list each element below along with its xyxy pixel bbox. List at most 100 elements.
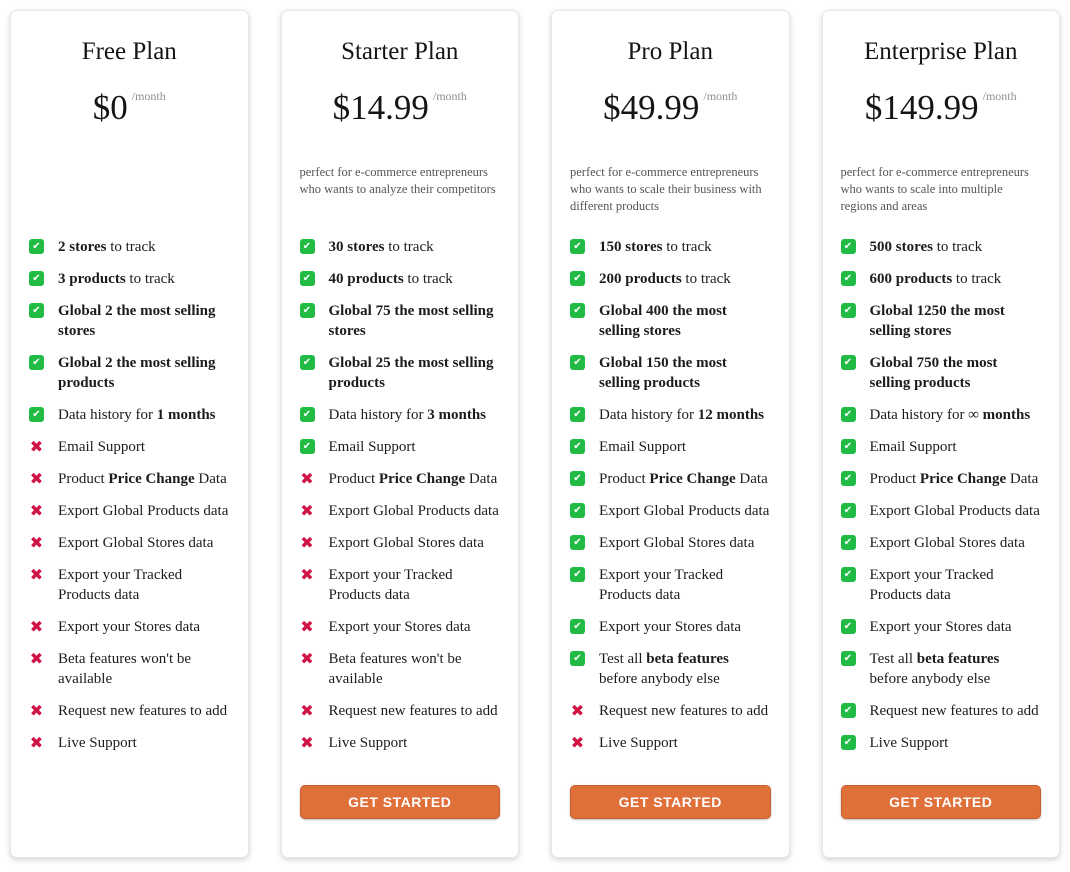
check-icon: ✔ (29, 239, 44, 254)
plan-price: $49.99 (603, 88, 700, 127)
plan-title: Starter Plan (341, 38, 459, 65)
plan-title: Pro Plan (627, 38, 713, 65)
check-icon: ✔ (840, 239, 856, 254)
check-icon: ✔ (570, 239, 585, 254)
cross-icon: ✖ (570, 701, 585, 720)
feature-text: Email Support (328, 439, 416, 455)
check-icon: ✔ (29, 407, 44, 422)
feature-item: ✖ Export Global Stores data (300, 533, 501, 553)
feature-item: ✔ Test all beta features before anybody e… (840, 649, 1042, 689)
feature-item: ✔ Data history for 3 months (299, 405, 501, 425)
check-icon: ✔ (570, 471, 585, 486)
check-icon: ✔ (840, 651, 856, 666)
feature-text: Live Support (328, 735, 408, 751)
feature-item: ✖ Export your Tracked Products data (300, 565, 501, 605)
check-icon: ✔ (840, 407, 856, 422)
cross-icon: ✖ (300, 733, 314, 752)
feature-item: ✔ 30 stores to track (299, 237, 501, 257)
cross-icon: ✖ (570, 733, 585, 752)
feature-text: Live Support (869, 735, 949, 751)
feature-text: Export your Tracked Products data (599, 567, 724, 603)
feature-item: ✖ Live Support (570, 733, 771, 753)
feature-item: ✖ Beta features won't be available (29, 649, 230, 689)
feature-text: Test all beta features before anybody el… (599, 651, 729, 687)
check-icon: ✔ (299, 303, 315, 318)
feature-text: Request new features to add (58, 703, 228, 719)
plan-price: $149.99 (864, 88, 979, 127)
feature-item: ✔ Global 750 the most selling products (840, 353, 1042, 393)
cross-icon: ✖ (300, 565, 314, 584)
feature-text: Global 750 the most selling products (869, 355, 998, 391)
check-icon: ✔ (840, 355, 856, 370)
feature-item: ✖ Request new features to add (570, 701, 771, 721)
feature-text: 200 products to track (599, 271, 731, 287)
feature-text: Data history for 1 months (58, 407, 216, 423)
cross-icon: ✖ (300, 617, 314, 636)
check-icon: ✔ (570, 535, 585, 550)
feature-item: ✔ 600 products to track (840, 269, 1042, 289)
plan-description: perfect for e-commerce entrepreneurs who… (299, 165, 496, 196)
feature-item: ✖ Export Global Products data (29, 501, 230, 521)
pricing-card: Enterprise Plan $149.99/month perfect fo… (821, 10, 1060, 858)
feature-text: Global 2 the most selling products (58, 355, 216, 391)
feature-item: ✔ Export Global Products data (570, 501, 771, 521)
feature-text: 500 stores to track (869, 239, 983, 255)
plan-price-line: $49.99/month (570, 88, 771, 132)
get-started-button[interactable]: GET STARTED (840, 785, 1041, 819)
feature-item: ✔ 500 stores to track (840, 237, 1042, 257)
feature-text: Data history for 12 months (599, 407, 764, 423)
check-icon: ✔ (570, 303, 585, 318)
check-icon: ✔ (570, 355, 585, 370)
feature-text: Export Global Stores data (599, 535, 755, 551)
check-icon: ✔ (840, 567, 856, 582)
feature-item: ✔ Global 1250 the most selling stores (840, 301, 1042, 341)
check-icon: ✔ (570, 439, 585, 454)
feature-text: Beta features won't be available (328, 651, 462, 687)
get-started-button[interactable]: GET STARTED (570, 785, 771, 819)
feature-text: Test all beta features before anybody el… (869, 651, 1000, 687)
feature-text: Email Support (58, 439, 146, 455)
cta-container: GET STARTED (570, 785, 771, 857)
get-started-button[interactable]: GET STARTED (299, 785, 500, 819)
feature-list: ✔ 150 stores to track ✔ 200 products to tra… (570, 237, 771, 765)
check-icon: ✔ (570, 407, 585, 422)
feature-item: ✔ Data history for ∞ months (840, 405, 1042, 425)
cross-icon: ✖ (300, 469, 314, 488)
feature-item: ✔ Global 25 the most selling products (299, 353, 501, 393)
feature-item: ✖ Request new features to add (300, 701, 501, 721)
pricing-card: Pro Plan $49.99/month perfect for e-comm… (551, 10, 790, 858)
feature-item: ✔ Export your Tracked Products data (840, 565, 1042, 605)
check-icon: ✔ (570, 271, 585, 286)
feature-text: Export Global Products data (58, 503, 229, 519)
feature-text: Product Price Change Data (328, 471, 498, 487)
feature-list: ✔ 30 stores to track ✔ 40 products to track… (299, 237, 501, 765)
feature-item: ✖ Product Price Change Data (29, 469, 230, 489)
feature-text: Export your Stores data (58, 619, 201, 635)
feature-text: Request new features to add (328, 703, 498, 719)
feature-item: ✔ Request new features to add (840, 701, 1042, 721)
check-icon: ✔ (840, 503, 856, 518)
plan-price-line: $14.99/month (300, 88, 501, 132)
check-icon: ✔ (29, 355, 44, 370)
pricing-card: Starter Plan $14.99/month perfect for e-… (280, 10, 519, 858)
feature-item: ✖ Export your Stores data (300, 617, 501, 637)
plan-price-line: $0/month (29, 88, 230, 132)
feature-item: ✖ Live Support (29, 733, 230, 753)
feature-item: ✔ 150 stores to track (570, 237, 771, 257)
feature-item: ✔ Product Price Change Data (570, 469, 771, 489)
feature-text: 3 products to track (58, 271, 175, 287)
feature-text: Export Global Products data (599, 503, 770, 519)
plan-header: Enterprise Plan $149.99/month perfect fo… (841, 11, 1042, 237)
feature-text: Export Global Stores data (58, 535, 214, 551)
feature-item: ✖ Export Global Stores data (29, 533, 230, 553)
feature-item: ✔ Export your Tracked Products data (570, 565, 771, 605)
check-icon: ✔ (29, 271, 44, 286)
feature-text: Global 25 the most selling products (328, 355, 494, 391)
feature-item: ✖ Export Global Products data (300, 501, 501, 521)
check-icon: ✔ (840, 703, 856, 718)
cross-icon: ✖ (29, 469, 44, 488)
price-period: /month (703, 89, 738, 103)
feature-item: ✔ Data history for 12 months (570, 405, 771, 425)
feature-item: ✔ Email Support (840, 437, 1042, 457)
